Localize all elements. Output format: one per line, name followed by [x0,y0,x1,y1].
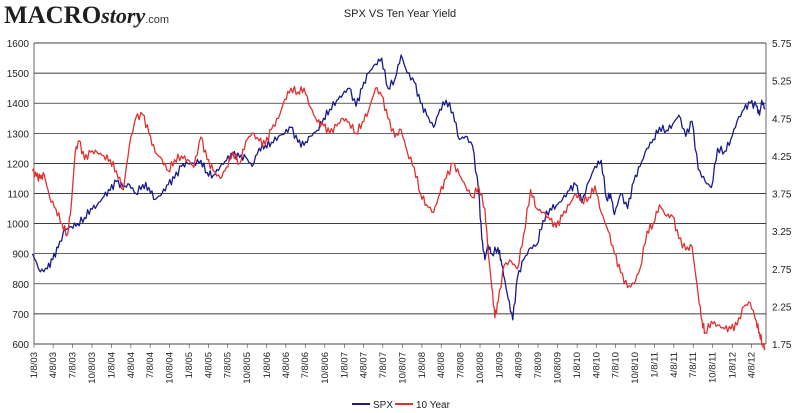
x-tick-label-8: 1/8/05 [184,352,195,378]
left-tick-label-7: 1300 [7,129,30,140]
right-axis-ticks: 1.75 2.25 2.75 3.25 3.75 4.25 4.75 5.25 5.75 [772,39,792,351]
x-tick-label-33: 4/8/11 [669,352,680,378]
left-tick-label-10: 1600 [7,39,30,50]
left-tick-label-6: 1200 [7,159,30,170]
right-tick-label-0: 1.75 [772,340,792,351]
right-tick-label-5: 4.25 [772,152,792,163]
x-tick-label-17: 4/8/07 [358,352,369,378]
left-tick-label-5: 1100 [7,190,29,201]
gridlines [33,42,767,345]
right-tick-label-7: 5.25 [772,77,792,88]
x-tick-label-19: 10/8/07 [397,352,408,384]
logo-com-text: .com [145,14,170,26]
left-tick-label-2: 800 [12,280,29,291]
x-tick-label-22: 7/8/08 [456,352,467,378]
x-tick-label-21: 4/8/08 [436,352,447,378]
right-tick-label-8: 5.75 [772,39,792,50]
x-tick-label-6: 7/8/04 [145,352,156,378]
x-tick-label-23: 10/8/08 [475,352,486,384]
x-tick-label-14: 7/8/06 [300,352,311,378]
x-tick-label-25: 4/8/09 [514,352,525,378]
left-tick-label-9: 1500 [7,69,30,80]
x-tick-label-15: 10/8/06 [320,352,331,384]
logo-macro-text: MACRO [4,2,102,29]
x-tick-label-32: 1/8/11 [650,352,661,378]
right-tick-label-3: 3.25 [772,227,792,238]
x-tick-label-4: 1/8/04 [107,352,118,378]
left-tick-label-8: 1400 [7,99,30,110]
x-tick-label-5: 4/8/04 [126,352,137,378]
x-tick-label-27: 10/8/09 [553,352,564,384]
x-tick-label-0: 1/8/03 [29,352,40,378]
x-tick-label-9: 4/8/05 [203,352,214,378]
right-tick-label-6: 4.75 [772,114,792,125]
ten-year-line [31,85,766,351]
x-tick-label-29: 4/8/10 [591,352,602,378]
x-tick-label-26: 7/8/09 [533,352,544,378]
x-tick-label-20: 1/8/08 [417,352,428,378]
x-tick-label-35: 10/8/11 [708,352,719,383]
x-tick-label-7: 10/8/04 [165,352,176,384]
left-tick-label-3: 900 [12,250,29,261]
legend-label-10-year: 10 Year [416,400,451,411]
x-tick-label-31: 10/8/10 [630,352,641,384]
x-tick-label-36: 1/8/12 [727,352,738,378]
x-tick-label-1: 4/8/03 [48,352,59,378]
left-tick-label-1: 700 [12,310,29,321]
right-tick-label-2: 2.75 [772,265,792,276]
spx-line [31,54,766,321]
logo-story-text: story [101,3,146,28]
x-tick-label-24: 1/8/09 [495,352,506,378]
x-tick-label-16: 1/8/07 [339,352,350,378]
left-tick-label-4: 1000 [7,220,30,231]
x-tick-label-34: 7/8/11 [688,352,699,378]
x-axis-ticks: 1/8/03 4/8/03 7/8/03 10/8/03 1/8/04 4/8/04 7/8… [29,344,758,384]
x-tick-label-28: 1/8/10 [572,352,583,378]
x-tick-label-18: 7/8/07 [378,352,389,378]
x-tick-label-10: 7/8/05 [223,352,234,378]
x-tick-label-3: 10/8/03 [87,352,98,384]
series-lines [31,54,766,351]
x-tick-label-37: 4/8/12 [747,352,758,378]
left-tick-label-0: 600 [12,340,29,351]
macrostory-logo: MACROstory.com [4,2,169,30]
x-tick-label-13: 4/8/06 [281,352,292,378]
right-tick-label-1: 2.25 [772,302,792,313]
legend-label-spx: SPX [373,400,393,411]
x-tick-label-12: 1/8/06 [262,352,273,378]
right-tick-label-4: 3.75 [772,190,792,201]
left-axis-ticks: 600 700 800 900 1000 1100 1200 1300 1400 1500 1600 [7,39,30,351]
legend: SPX 10 Year [352,400,451,411]
x-tick-label-2: 7/8/03 [67,352,78,378]
chart-title: SPX VS Ten Year Yield [343,8,457,20]
x-tick-label-11: 10/8/05 [242,352,253,384]
x-tick-label-30: 7/8/10 [611,352,622,378]
